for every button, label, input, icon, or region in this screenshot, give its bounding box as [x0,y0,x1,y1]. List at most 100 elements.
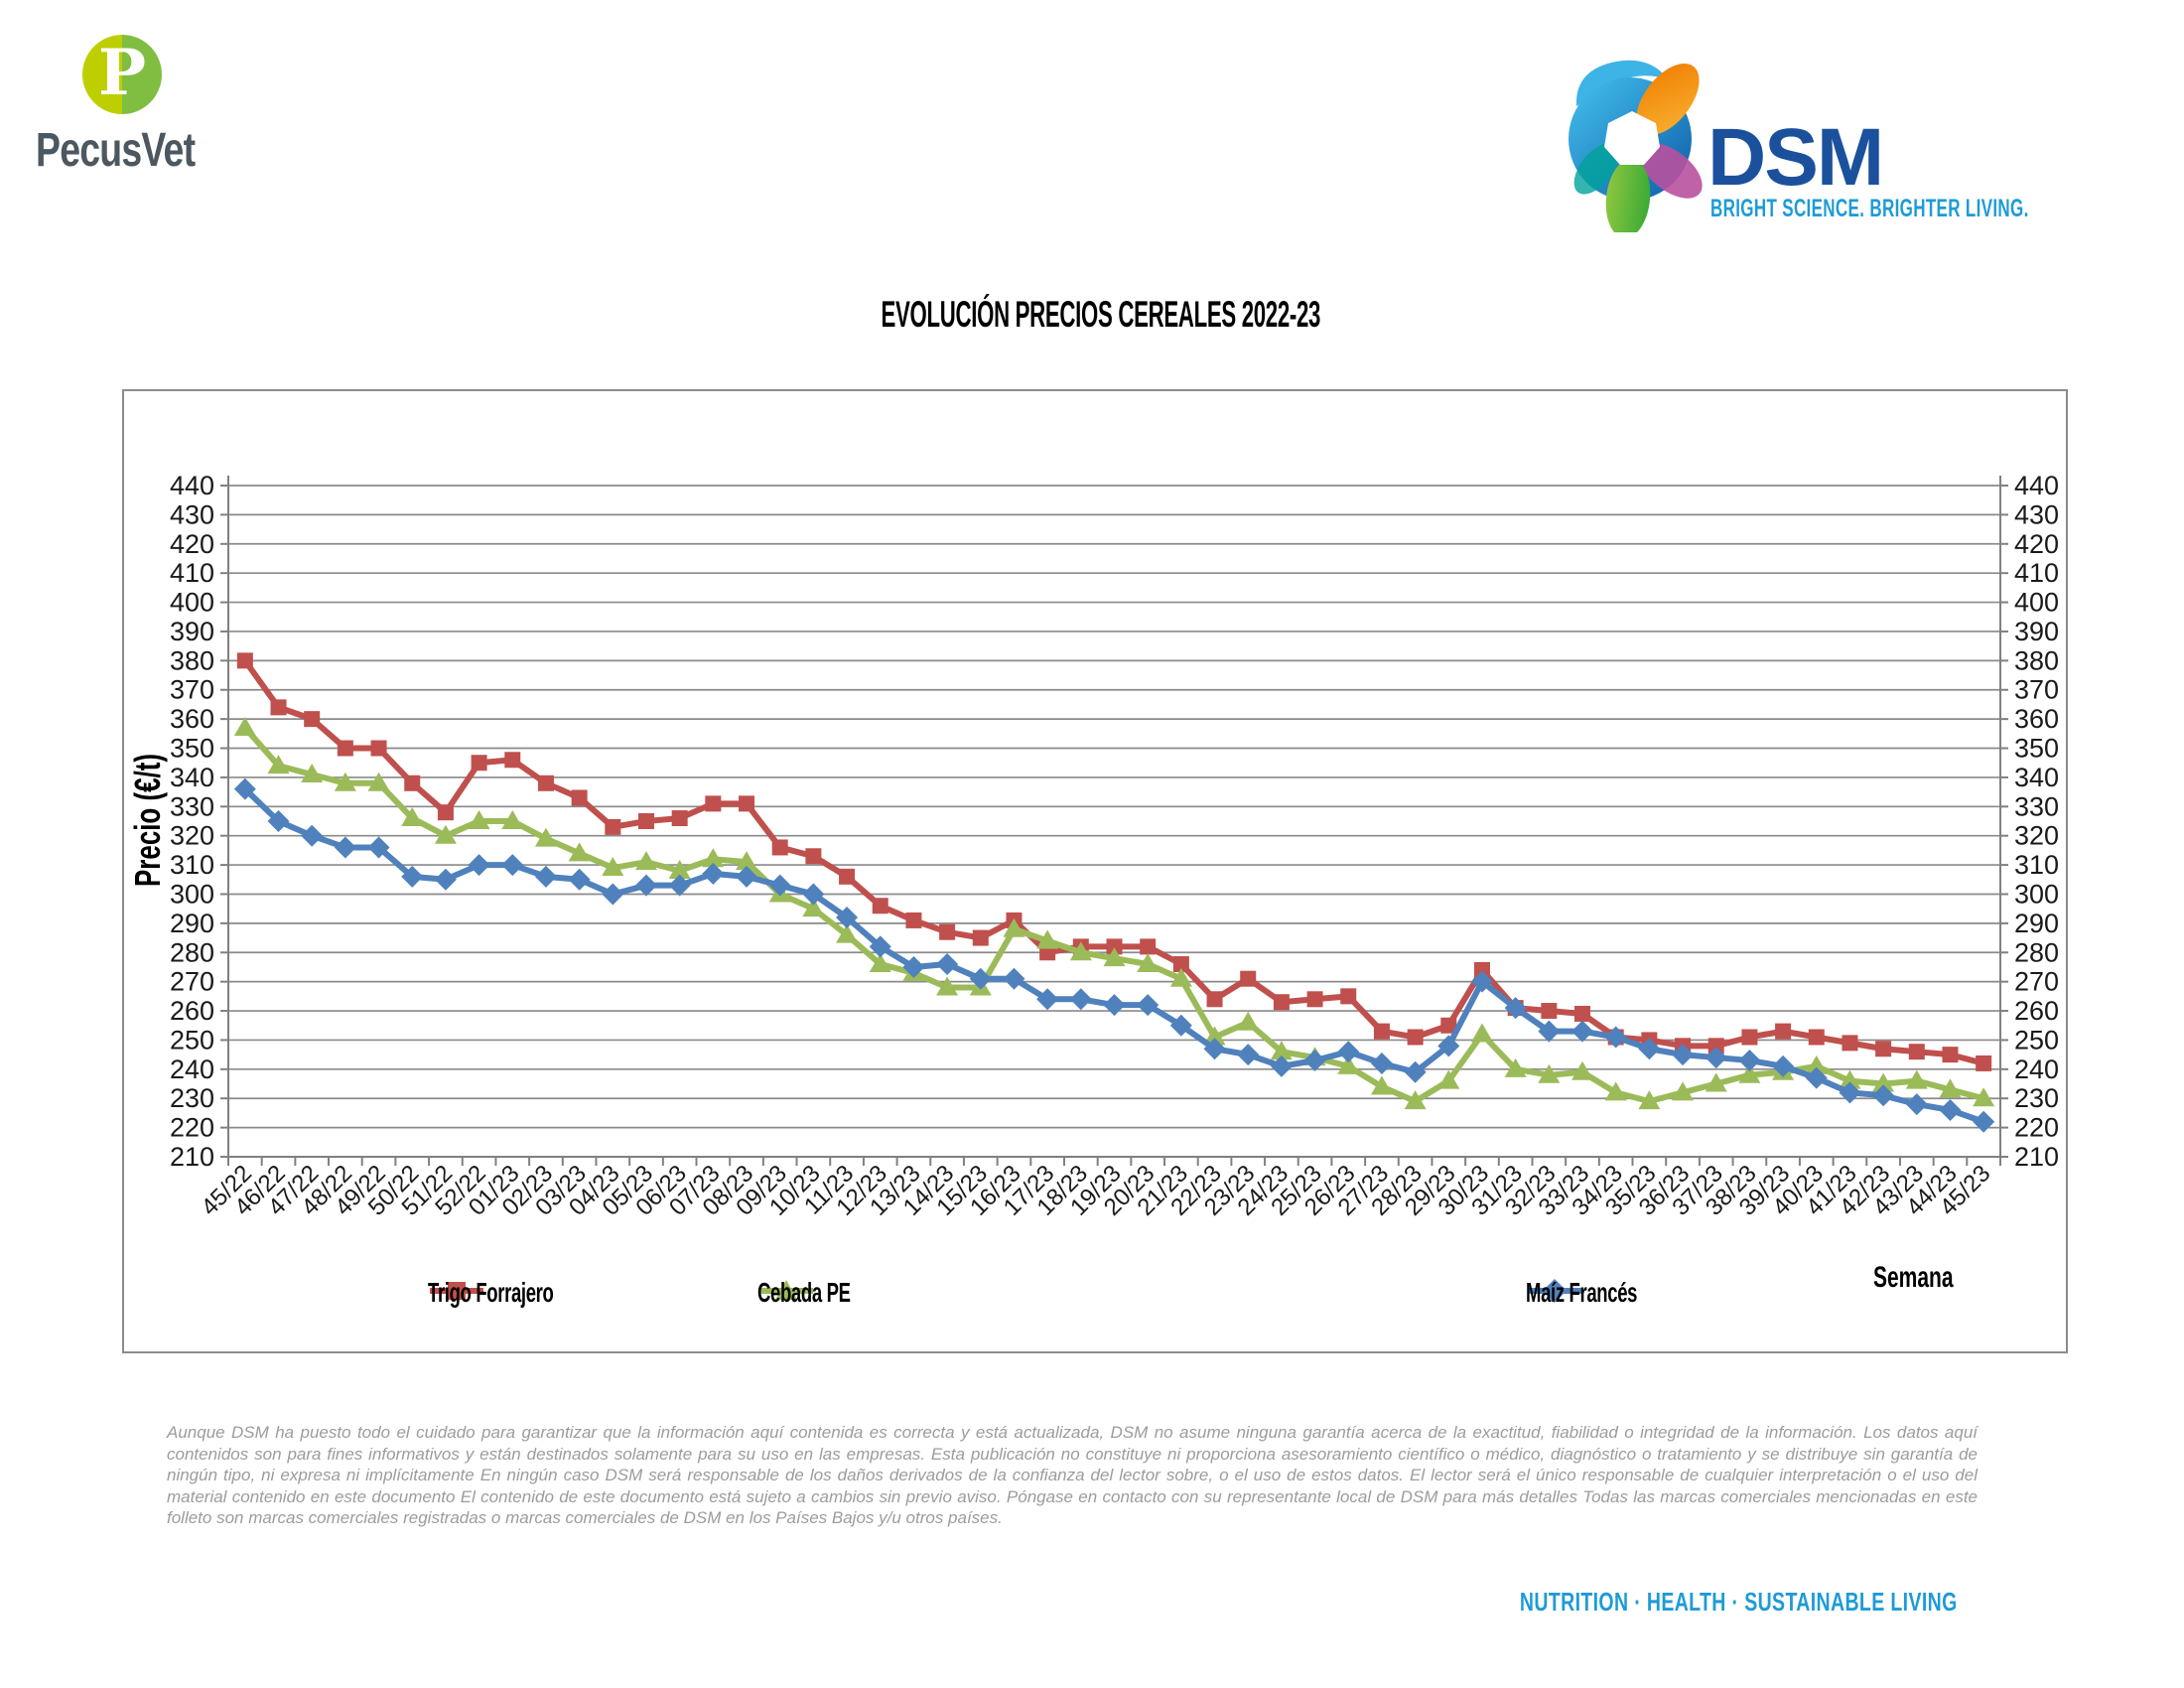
data-point-marker [1738,1063,1761,1083]
data-point-marker [1137,953,1160,973]
y-axis-tick-label-right: 300 [2014,879,2059,909]
data-point-marker [301,824,324,847]
data-point-marker [1470,970,1493,993]
y-axis-tick-label-right: 220 [2014,1113,2059,1143]
data-point-marker [468,810,490,829]
y-axis-tick-label-right: 270 [2014,967,2059,997]
data-point-marker [869,953,891,973]
data-point-marker [1003,967,1025,990]
data-point-marker [1370,1075,1393,1095]
data-point-marker [1106,938,1123,955]
data-point-marker [1270,1055,1293,1077]
data-point-marker [367,772,390,791]
data-point-marker [1571,1020,1594,1043]
data-point-marker [1504,1057,1527,1077]
y-axis-tick-label-right: 230 [2014,1083,2059,1113]
data-point-marker [1373,1023,1390,1040]
y-axis-tick-label-right: 410 [2014,558,2059,588]
data-point-marker [836,906,859,928]
data-point-marker [1875,1041,1892,1057]
legend-label: Cebada PE [757,1277,851,1308]
data-point-marker [1103,947,1126,967]
data-point-marker [1942,1047,1959,1063]
data-point-marker [1604,1081,1627,1101]
data-point-marker [1237,1011,1260,1031]
data-point-marker [602,857,624,877]
data-point-marker [736,851,758,871]
y-axis-tick-label-right: 310 [2014,850,2059,880]
data-point-marker [1036,988,1059,1011]
legend-item-trigo-forrajero: Trigo Forrajero [428,1277,618,1308]
data-point-marker [1270,1041,1293,1060]
data-point-marker [537,774,554,791]
data-point-marker [568,868,591,891]
data-point-marker [1939,1078,1962,1098]
data-point-marker [236,652,253,669]
data-point-marker [972,929,989,946]
data-point-marker [1775,1023,1792,1040]
data-point-marker [1939,1098,1962,1121]
data-point-marker [501,854,524,877]
legend-item-cebada-pe: Cebada PE [757,1277,898,1308]
data-point-marker [702,848,725,868]
data-point-marker [1340,988,1357,1005]
data-point-marker [534,827,557,847]
data-point-marker [939,923,956,940]
data-point-marker [233,716,256,736]
y-axis-tick-label-left: 230 [170,1083,214,1113]
data-point-marker [471,755,487,772]
data-point-marker [702,862,725,885]
data-point-marker [1036,929,1059,949]
data-point-marker [337,740,353,757]
data-point-marker [1842,1035,1858,1052]
data-point-marker [936,976,959,996]
y-axis-tick-label-left: 350 [170,734,214,764]
data-point-marker [1337,1055,1360,1074]
data-point-marker [568,842,591,862]
data-point-marker [1140,938,1157,955]
data-point-marker [1504,997,1527,1020]
data-point-marker [1237,1044,1260,1066]
data-point-marker [1872,1084,1895,1107]
data-point-marker [1976,1055,1992,1071]
data-point-marker [1772,1055,1795,1077]
data-point-marker [267,755,290,774]
data-point-marker [233,777,256,800]
data-point-marker [501,810,524,829]
data-point-marker [634,874,657,897]
y-axis-tick-label-left: 330 [170,791,214,821]
data-point-marker [802,898,825,917]
data-point-marker [1404,1090,1427,1110]
data-point-marker [334,836,356,859]
data-point-marker [304,711,321,728]
y-axis-tick-label-left: 380 [170,645,214,675]
data-point-marker [468,854,490,877]
data-point-marker [1206,991,1223,1008]
data-point-marker [839,868,856,885]
data-point-marker [1437,1069,1460,1089]
data-point-marker [1905,1093,1928,1116]
legend-item-maiz-frances: Maíz Francés [1526,1277,1695,1308]
data-point-marker [1470,1023,1493,1043]
disclaimer-text: Aunque DSM ha puesto todo el cuidado par… [167,1423,1978,1527]
data-point-marker [1069,988,1092,1011]
data-point-marker [1473,961,1490,978]
data-point-marker [1908,1044,1925,1060]
data-point-marker [802,883,825,906]
data-point-marker [1203,1038,1226,1060]
y-axis-tick-label-right: 420 [2014,529,2059,559]
data-point-marker [1839,1081,1861,1104]
y-axis-tick-label-right: 250 [2014,1025,2059,1055]
data-point-marker [571,789,588,806]
data-point-marker [602,883,624,906]
data-point-marker [634,851,657,871]
data-point-marker [1707,1038,1724,1055]
data-point-marker [869,935,891,958]
pecusvet-logo-icon: P [82,35,162,114]
y-axis-tick-label-left: 410 [170,558,214,588]
y-axis-tick-label-left: 320 [170,821,214,851]
y-axis-tick-label-right: 330 [2014,791,2059,821]
data-point-marker [1169,967,1192,987]
legend-marker-square-icon [430,1282,483,1300]
